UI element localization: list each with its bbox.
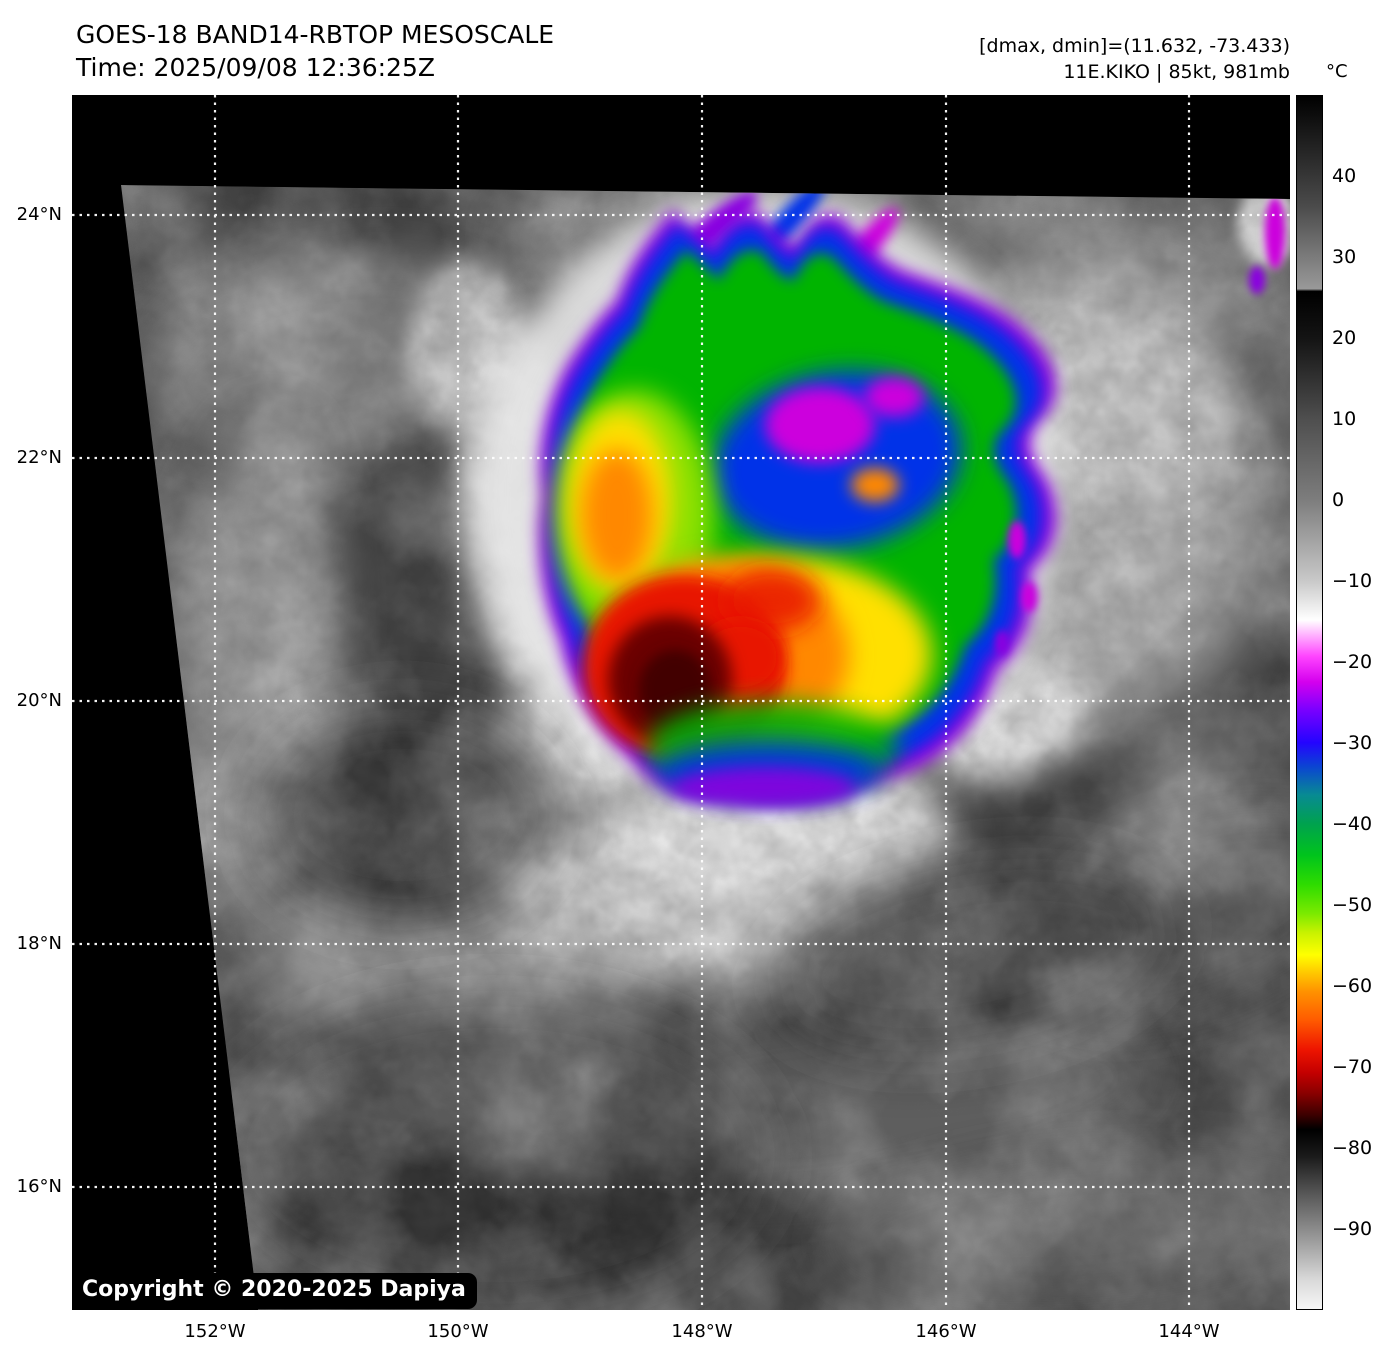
lat-label: 18°N: [16, 933, 62, 954]
storm-yellow-spot-east: [851, 468, 899, 502]
figure-title: GOES-18 BAND14-RBTOP MESOSCALE: [76, 20, 555, 49]
colorbar-tick-label: −20: [1332, 651, 1373, 673]
colorbar-tick-label: −30: [1332, 732, 1373, 754]
lat-label: 20°N: [16, 690, 62, 711]
lat-label: 16°N: [16, 1176, 62, 1197]
copyright-badge: Copyright © 2020-2025 Dapiya: [73, 1273, 477, 1309]
lat-label: 24°N: [16, 204, 62, 225]
lon-label: 148°W: [671, 1321, 733, 1342]
colorbar-tick-label: −90: [1332, 1218, 1373, 1240]
storm-magenta-pocket: [864, 377, 924, 417]
satellite-map: [72, 95, 1290, 1310]
colorbar-tick-label: −70: [1332, 1056, 1373, 1078]
storm-overlay: [472, 185, 1285, 807]
dmax-dmin-readout: [dmax, dmin]=(11.632, -73.433): [979, 35, 1290, 57]
colorbar-tick-label: 40: [1332, 165, 1357, 187]
storm-red-core: [724, 568, 820, 632]
colorbar-unit-label: °C: [1326, 61, 1348, 82]
title-block: GOES-18 BAND14-RBTOP MESOSCALE Time: 202…: [76, 18, 554, 84]
purple-speckle: [1265, 197, 1285, 269]
timestamp: Time: 2025/09/08 12:36:25Z: [76, 53, 435, 82]
colorbar-tick-label: 10: [1332, 408, 1357, 430]
colorbar-tick-label: 30: [1332, 246, 1357, 268]
lon-label: 152°W: [184, 1321, 246, 1342]
data-swath: [121, 185, 1290, 1310]
purple-speckle: [1249, 266, 1265, 294]
purple-speckle: [995, 630, 1009, 656]
graticule: [72, 95, 1290, 1310]
storm-orange-arc-west: [581, 449, 653, 581]
lon-label: 150°W: [427, 1321, 489, 1342]
colorbar-tick-label: −80: [1332, 1137, 1373, 1159]
lon-label: 144°W: [1158, 1321, 1220, 1342]
colorbar-tick-label: −10: [1332, 570, 1373, 592]
stats-block: [dmax, dmin]=(11.632, -73.433) 11E.KIKO …: [979, 33, 1290, 85]
temperature-colorbar: [1296, 95, 1323, 1310]
storm-purple-rim-south: [672, 767, 856, 807]
purple-speckle: [1008, 521, 1026, 559]
lon-label: 146°W: [915, 1321, 977, 1342]
storm-id-readout: 11E.KIKO | 85kt, 981mb: [1063, 61, 1290, 83]
colorbar-tick-label: 20: [1332, 327, 1357, 349]
purple-speckle: [1021, 582, 1037, 612]
colorbar-tick-label: 0: [1332, 489, 1345, 511]
storm-deepred-center: [639, 650, 711, 730]
satellite-scene: [72, 95, 1290, 1310]
colorbar-tick-label: −50: [1332, 894, 1373, 916]
colorbar-tick-label: −40: [1332, 813, 1373, 835]
lat-label: 22°N: [16, 447, 62, 468]
colorbar-tick-label: −60: [1332, 975, 1373, 997]
storm-magenta-pocket: [765, 387, 875, 463]
